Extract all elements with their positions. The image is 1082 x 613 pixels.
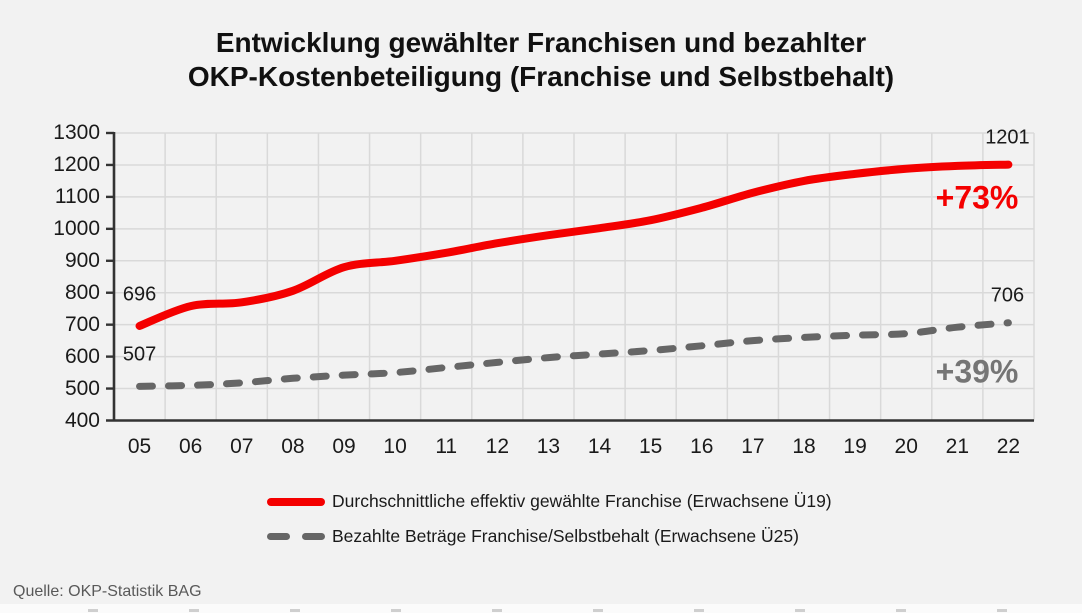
x-tick-label: 16 <box>690 435 714 458</box>
series1-end-value-label: 1201 <box>985 126 1030 149</box>
chart-title-line2: OKP-Kostenbeteiligung (Franchise und Sel… <box>187 61 895 92</box>
x-tick-label: 15 <box>638 435 663 458</box>
x-tick-label: 18 <box>792 435 816 458</box>
y-tick-label: 1300 <box>53 121 100 144</box>
x-tick-label: 05 <box>127 435 152 458</box>
legend-label-franchise: Durchschnittliche effektiv gewählte Fran… <box>332 491 832 511</box>
legend-dash-segment <box>302 533 325 540</box>
x-tick-label: 08 <box>281 435 305 458</box>
legend-label-selbstbehalt: Bezahlte Beträge Franchise/Selbstbehalt … <box>332 526 799 546</box>
series2-percent-change-label: +39% <box>935 353 1019 390</box>
series1-start-value-label: 696 <box>122 283 157 306</box>
chart-title-line1: Entwicklung gewählter Franchisen und bez… <box>215 27 867 58</box>
y-tick-label: 1100 <box>54 184 100 208</box>
y-tick-label: 500 <box>64 376 100 400</box>
series2-start-value-label: 507 <box>122 343 157 366</box>
series2-end-value-label: 706 <box>990 284 1025 307</box>
legend: Durchschnittliche effektiv gewählte Fran… <box>267 484 832 554</box>
x-tick-label: 11 <box>435 435 458 458</box>
y-tick-label: 1000 <box>53 216 100 240</box>
y-tick-label: 900 <box>64 248 100 272</box>
y-tick-label: 600 <box>64 344 100 368</box>
legend-item-franchise: Durchschnittliche effektiv gewählte Fran… <box>267 484 832 519</box>
x-tick-label: 13 <box>536 435 561 458</box>
y-tick-label: 400 <box>64 408 100 432</box>
x-tick-label: 12 <box>485 435 509 458</box>
x-tick-label: 21 <box>945 435 969 458</box>
legend-swatch-gray-dashed-line <box>267 533 325 540</box>
x-tick-label: 10 <box>383 435 407 458</box>
x-tick-label: 22 <box>996 435 1021 458</box>
bottom-edge-marks <box>88 609 1082 612</box>
x-tick-label: 06 <box>178 435 203 458</box>
series1-percent-change-label: +73% <box>935 179 1019 216</box>
x-tick-label: 14 <box>587 435 612 458</box>
legend-item-selbstbehalt: Bezahlte Beträge Franchise/Selbstbehalt … <box>267 519 832 554</box>
x-tick-label: 07 <box>230 435 254 458</box>
y-tick-label: 700 <box>64 312 100 336</box>
x-tick-label: 19 <box>843 435 867 458</box>
x-tick-label: 09 <box>332 435 356 458</box>
y-tick-label: 800 <box>64 280 100 304</box>
x-tick-label: 17 <box>741 435 765 458</box>
chart-title: Entwicklung gewählter Franchisen und bez… <box>0 26 1082 94</box>
x-tick-label: 20 <box>894 435 918 458</box>
source-caption: Quelle: OKP-Statistik BAG <box>13 583 202 600</box>
bottom-edge-artifact <box>0 604 1082 613</box>
legend-swatch-red-solid-line <box>267 497 325 506</box>
legend-dash-segment <box>267 533 290 540</box>
y-tick-label: 1200 <box>53 152 100 176</box>
